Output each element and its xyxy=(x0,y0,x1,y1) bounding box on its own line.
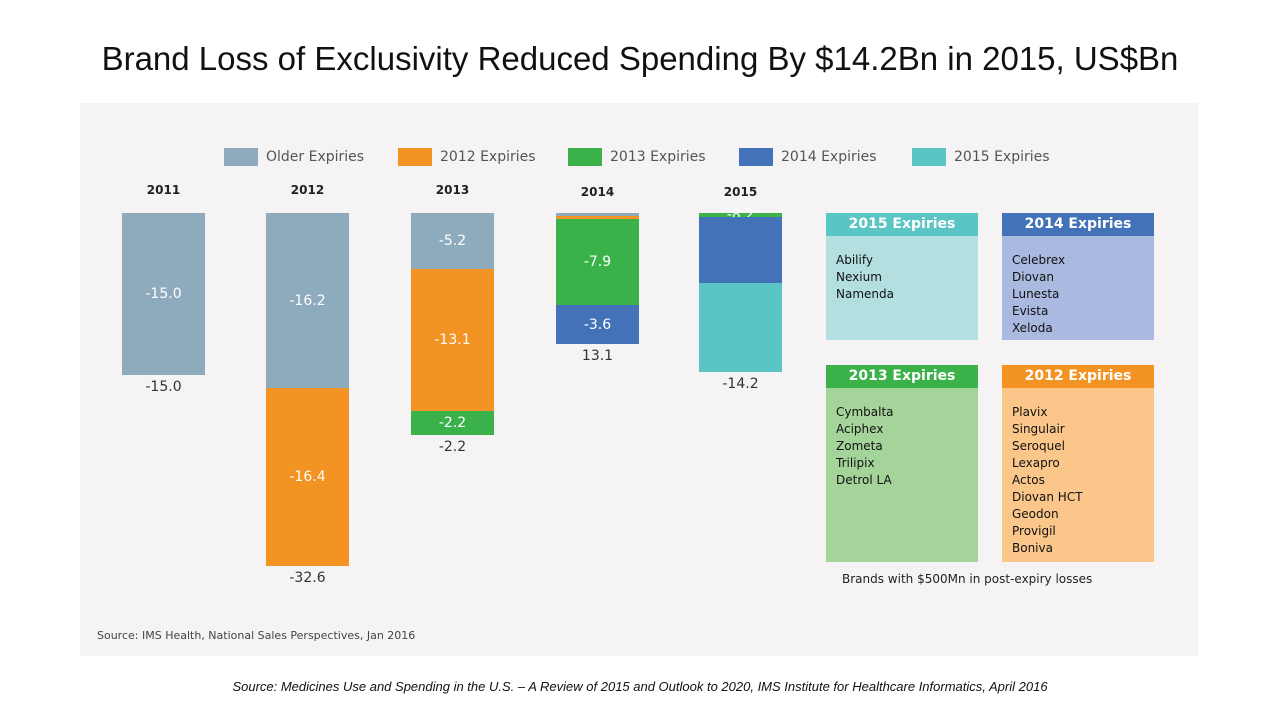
expiry-box-list: Cymbalta Aciphex Zometa Trilipix Detrol LA xyxy=(826,388,978,562)
legend-item: 2015 Expiries xyxy=(912,148,1050,166)
bar-segment: -3.6 xyxy=(556,305,639,345)
bar-segment: -16.4 xyxy=(266,388,349,567)
slide-source: Source: Medicines Use and Spending in th… xyxy=(232,679,1048,694)
legend-item: 2014 Expiries xyxy=(739,148,877,166)
legend-label: Older Expiries xyxy=(266,149,365,165)
brand-name: Cymbalta xyxy=(836,405,894,419)
brand-name: Plavix xyxy=(1012,405,1048,419)
legend-swatch xyxy=(398,148,432,166)
brand-name: Detrol LA xyxy=(836,473,892,487)
legend-item: 2013 Expiries xyxy=(568,148,706,166)
chart-source: Source: IMS Health, National Sales Persp… xyxy=(97,629,416,642)
brand-name: Lunesta xyxy=(1012,287,1060,301)
expiry-box-list: Plavix Singulair Seroquel Lexapro Actos Diova… xyxy=(1002,388,1154,562)
legend-swatch xyxy=(739,148,773,166)
year-label: 2014 xyxy=(580,185,615,199)
expiry-box-title: 2014 Expiries xyxy=(1002,213,1154,236)
year-label: 2011 xyxy=(146,183,181,197)
brand-name: Lexapro xyxy=(1012,456,1060,470)
expiry-box: 2014 Expiries Celebrex Diovan Lunesta Evista… xyxy=(1002,213,1154,340)
year-label: 2015 xyxy=(723,185,758,199)
bar-total-label: -2.2 xyxy=(438,439,467,455)
expiry-box-title: 2012 Expiries xyxy=(1002,365,1154,388)
bar-segment: -5.2 xyxy=(411,213,494,270)
bar-total-label: 13.1 xyxy=(581,348,614,365)
expiry-box-list: Celebrex Diovan Lunesta Evista Xeloda xyxy=(1002,236,1154,340)
brand-name: Provigil xyxy=(1012,524,1056,538)
brand-name: Zometa xyxy=(836,439,883,453)
brand-name: Evista xyxy=(1012,304,1049,318)
legend-item: Older Expiries xyxy=(224,148,364,166)
brand-name: Aciphex xyxy=(836,422,884,436)
brand-name: Diovan HCT xyxy=(1012,490,1083,504)
brand-name: Singulair xyxy=(1012,422,1065,436)
bar-segment: -2.2 xyxy=(411,411,494,435)
legend-item: 2012 Expiries xyxy=(398,148,536,166)
expiry-box-title: 2015 Expiries xyxy=(826,213,978,236)
brand-name: Actos xyxy=(1012,473,1045,487)
bar-segment xyxy=(556,216,639,220)
bar-total-label: -14.2 xyxy=(722,376,759,393)
year-label: 2013 xyxy=(435,183,470,197)
bar-total-label: -15.0 xyxy=(145,379,182,396)
legend-swatch xyxy=(568,148,602,166)
year-label: 2012 xyxy=(290,183,325,197)
expiry-box: 2015 Expiries Abilify Nexium Namenda xyxy=(826,213,978,340)
legend-label: 2015 Expiries xyxy=(954,149,1050,165)
bar-segment: -7.9 xyxy=(556,219,639,306)
brand-name: Xeloda xyxy=(1012,321,1053,335)
boxes-note: Brands with $500Mn in post-expiry losses xyxy=(842,572,1093,586)
brand-name: Nexium xyxy=(836,270,882,284)
brand-name: Namenda xyxy=(836,287,894,301)
legend-label: 2013 Expiries xyxy=(610,149,706,165)
expiry-box: 2013 Expiries Cymbalta Aciphex Zometa Trilip… xyxy=(826,365,978,562)
bar-total-label: -32.6 xyxy=(289,570,326,587)
bar-segment: -15.0 xyxy=(122,213,205,376)
bar-segment xyxy=(556,213,639,217)
legend-swatch xyxy=(912,148,946,166)
expiry-box: 2012 Expiries Plavix Singulair Seroquel Lexa… xyxy=(1002,365,1154,562)
expiry-box-title: 2013 Expiries xyxy=(826,365,978,388)
bar-segment xyxy=(699,217,782,284)
bar-segment: -13.1 xyxy=(411,269,494,412)
legend-label: 2012 Expiries xyxy=(440,149,536,165)
brand-name: Trilipix xyxy=(836,456,875,470)
brand-name: Celebrex xyxy=(1012,253,1066,267)
brand-name: Seroquel xyxy=(1012,439,1065,453)
slide-title: Brand Loss of Exclusivity Reduced Spendi… xyxy=(101,40,1179,77)
bar-segment: -16.2 xyxy=(266,213,349,389)
brand-name: Boniva xyxy=(1012,541,1053,555)
expiry-box-list: Abilify Nexium Namenda xyxy=(826,236,978,340)
brand-name: Abilify xyxy=(836,253,873,267)
brand-name: Geodon xyxy=(1012,507,1059,521)
legend-label: 2014 Expiries xyxy=(781,149,877,165)
legend-swatch xyxy=(224,148,258,166)
bar-segment xyxy=(699,283,782,373)
brand-name: Diovan xyxy=(1012,270,1054,284)
